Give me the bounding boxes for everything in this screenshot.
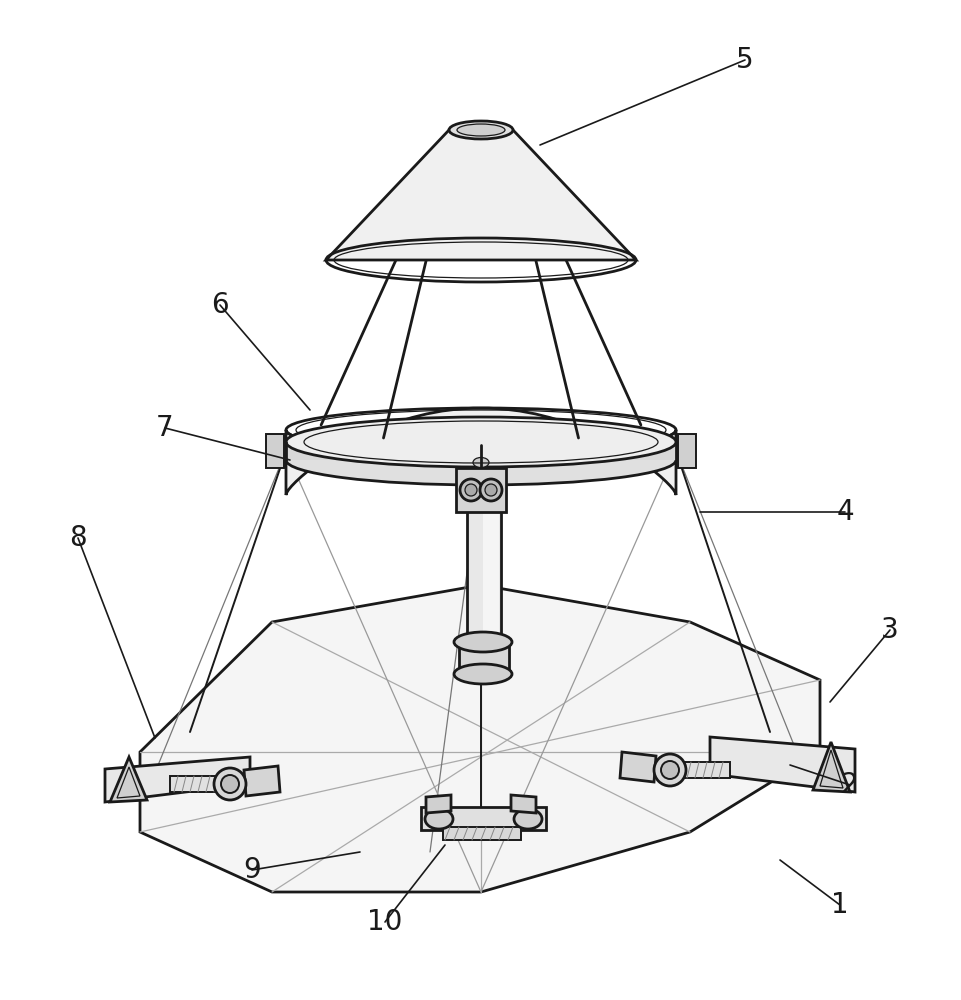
Ellipse shape: [286, 435, 676, 485]
Polygon shape: [286, 408, 676, 495]
Ellipse shape: [454, 664, 512, 684]
Text: 10: 10: [367, 908, 403, 936]
Ellipse shape: [221, 775, 239, 793]
Ellipse shape: [514, 809, 542, 829]
Text: 2: 2: [841, 771, 859, 799]
Ellipse shape: [473, 458, 489, 468]
Polygon shape: [483, 498, 499, 642]
Bar: [456, 468, 506, 512]
Text: 7: 7: [157, 414, 174, 442]
Polygon shape: [459, 644, 509, 672]
Polygon shape: [110, 757, 147, 802]
Ellipse shape: [457, 124, 505, 136]
Ellipse shape: [661, 761, 679, 779]
Polygon shape: [678, 434, 696, 468]
Bar: [170, 776, 225, 792]
Ellipse shape: [454, 632, 512, 652]
Polygon shape: [467, 498, 501, 642]
Ellipse shape: [654, 754, 686, 786]
Polygon shape: [710, 737, 855, 792]
Text: 4: 4: [836, 498, 853, 526]
Polygon shape: [511, 795, 536, 813]
Ellipse shape: [460, 479, 482, 501]
Polygon shape: [421, 807, 546, 830]
Ellipse shape: [425, 809, 453, 829]
Text: 3: 3: [881, 616, 899, 644]
Polygon shape: [620, 752, 656, 782]
Polygon shape: [286, 442, 676, 460]
Text: 1: 1: [831, 891, 849, 919]
Polygon shape: [426, 795, 451, 813]
Bar: [675, 762, 730, 778]
Ellipse shape: [286, 417, 676, 467]
Polygon shape: [105, 757, 250, 802]
Ellipse shape: [449, 121, 513, 139]
Text: 5: 5: [736, 46, 753, 74]
Polygon shape: [140, 585, 820, 892]
Ellipse shape: [465, 484, 477, 496]
Bar: [443, 827, 521, 840]
Ellipse shape: [480, 479, 502, 501]
Polygon shape: [326, 130, 636, 260]
Ellipse shape: [485, 484, 497, 496]
Polygon shape: [266, 434, 284, 468]
Text: 9: 9: [243, 856, 260, 884]
Ellipse shape: [214, 768, 246, 800]
Polygon shape: [813, 742, 850, 792]
Text: 6: 6: [211, 291, 229, 319]
Polygon shape: [244, 766, 280, 796]
Text: 8: 8: [69, 524, 86, 552]
